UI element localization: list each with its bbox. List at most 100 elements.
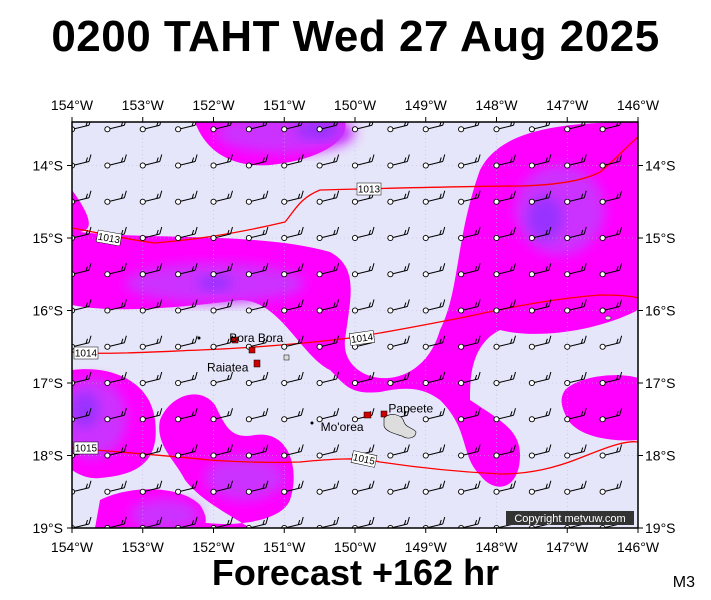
wind-barb xyxy=(387,480,410,495)
wind-barb xyxy=(458,444,481,459)
wind-barb xyxy=(139,371,163,387)
wind-barb xyxy=(422,122,445,133)
rain-area-east-blob xyxy=(561,375,638,441)
wind-barb xyxy=(210,480,233,495)
wind-barb xyxy=(245,371,269,387)
wind-barb xyxy=(387,371,410,387)
wind-barb xyxy=(493,408,516,423)
wind-barb xyxy=(564,444,587,459)
wind-barb xyxy=(281,408,304,423)
isobar-1013 xyxy=(72,136,638,244)
wind-barb xyxy=(458,226,481,242)
wind-barb xyxy=(351,371,375,387)
svg-text:1014: 1014 xyxy=(350,332,374,346)
wind-barb xyxy=(599,299,623,314)
wind-barb xyxy=(564,122,586,133)
wind-barb xyxy=(316,299,340,314)
wind-barb xyxy=(281,371,304,387)
wind-barb xyxy=(175,371,198,387)
rain-medium-bottom xyxy=(130,499,200,528)
map-title: 0200 TAHT Wed 27 Aug 2025 xyxy=(51,12,660,61)
lon-label-top: 147°W xyxy=(546,97,589,113)
isobar-label: 1015 xyxy=(73,441,99,455)
lat-label-left: 16°S xyxy=(32,303,63,319)
wind-barb xyxy=(599,154,623,169)
wind-barb xyxy=(351,516,375,528)
wind-barb xyxy=(493,299,516,314)
place-label: Papeete xyxy=(388,401,433,415)
lon-label-top: 154°W xyxy=(51,97,94,113)
wind-barb xyxy=(458,122,480,133)
island-huahine xyxy=(283,354,290,361)
lon-label-bottom: 153°W xyxy=(122,539,165,555)
wind-barb xyxy=(493,335,516,350)
lat-label-right: 16°S xyxy=(645,303,676,319)
wind-barb xyxy=(528,480,552,495)
wind-barb xyxy=(245,226,269,242)
isobar-label: 1013 xyxy=(356,182,382,196)
wind-barb xyxy=(458,335,481,350)
wind-barb xyxy=(599,190,623,205)
wind-barb xyxy=(104,122,126,133)
rain-heavy-northeast xyxy=(527,196,563,240)
wind-barb xyxy=(351,226,375,242)
lon-label-top: 152°W xyxy=(192,97,235,113)
wind-barb xyxy=(175,408,198,423)
isobar-label: 1015 xyxy=(350,450,378,468)
wind-barb xyxy=(175,480,198,495)
lon-label-bottom: 147°W xyxy=(546,539,589,555)
wind-barb xyxy=(210,444,233,459)
rain-area-west-band xyxy=(72,122,638,487)
svg-text:1013: 1013 xyxy=(97,232,121,247)
latitude-labels-left: 14°S 15°S 16°S 17°S 18°S 19°S xyxy=(32,158,63,537)
wind-barb xyxy=(210,516,233,528)
island-raiatea xyxy=(253,359,261,368)
lon-label-bottom: 154°W xyxy=(51,539,94,555)
wind-barb xyxy=(245,480,269,495)
wind-barb xyxy=(564,226,587,242)
wind-barb xyxy=(245,263,269,278)
wind-barb xyxy=(387,335,410,350)
wind-barb xyxy=(351,480,375,495)
island-small-1 xyxy=(310,421,314,425)
wind-barb xyxy=(210,408,233,423)
wind-barb xyxy=(245,444,269,459)
isobar-labels: 1013 1013 1014 1014 1015 1015 xyxy=(73,182,382,468)
lon-label-top: 153°W xyxy=(122,97,165,113)
wind-barb xyxy=(175,444,198,459)
wind-barb xyxy=(316,226,340,242)
wind-barb xyxy=(422,335,446,350)
wind-barb xyxy=(458,299,481,314)
wind-barb xyxy=(139,263,163,278)
wind-barb xyxy=(564,371,587,387)
wind-barb xyxy=(422,263,446,278)
wind-barb xyxy=(564,299,587,314)
wind-barb xyxy=(316,335,340,350)
wind-barb xyxy=(316,263,340,278)
island-tetiaroa xyxy=(604,315,612,321)
lat-label-left: 17°S xyxy=(32,375,63,391)
wind-barb xyxy=(281,190,304,205)
isobar-1014 xyxy=(72,294,638,354)
wind-barb xyxy=(104,480,127,495)
model-code: M3 xyxy=(672,574,695,591)
lat-label-right: 15°S xyxy=(645,230,676,246)
wind-barb xyxy=(104,154,127,169)
wind-barb xyxy=(422,226,446,242)
place-label: Raiatea xyxy=(207,361,249,375)
isobar-label: 1013 xyxy=(95,229,123,247)
wind-barb xyxy=(387,190,410,205)
wind-barb xyxy=(528,226,552,242)
wind-barb xyxy=(104,190,127,205)
wind-barb xyxy=(139,480,163,495)
wind-barb xyxy=(175,190,198,205)
wind-barb xyxy=(175,335,198,350)
wind-barb xyxy=(458,154,481,169)
wind-barb xyxy=(564,154,587,169)
wind-barb xyxy=(139,299,163,314)
wind-barb xyxy=(316,444,340,459)
island-small-2 xyxy=(197,336,201,340)
lon-label-bottom: 146°W xyxy=(617,539,660,555)
copyright: Copyright metvuw.com xyxy=(506,511,634,525)
